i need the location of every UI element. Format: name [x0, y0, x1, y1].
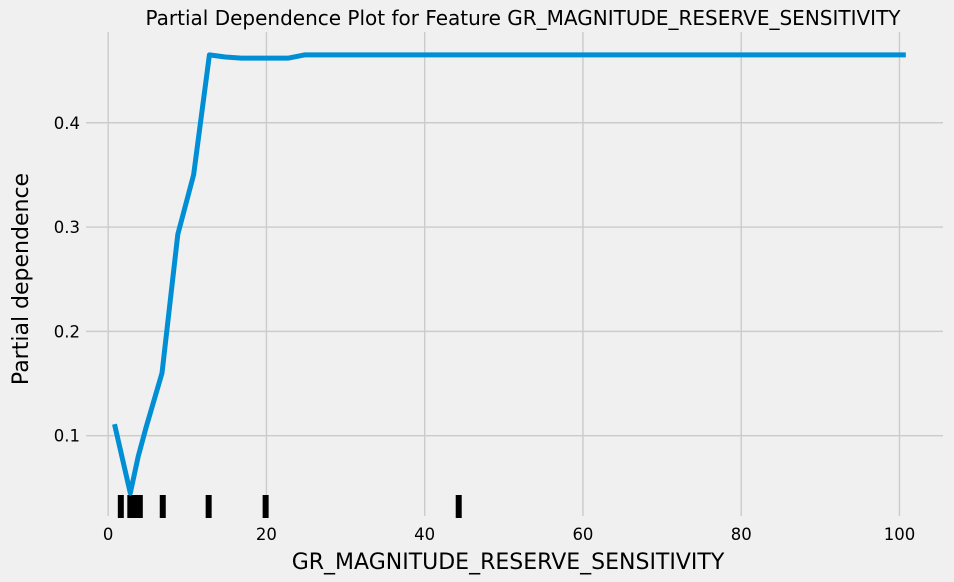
y-tick-label: 0.4 — [54, 114, 80, 133]
x-tick-label: 40 — [414, 525, 435, 544]
rug-mark — [136, 495, 143, 518]
rug-mark — [262, 495, 269, 518]
x-tick-label: 20 — [256, 525, 277, 544]
x-tick-labels: 0 20 40 60 80 100 — [103, 525, 915, 544]
rug-mark — [159, 495, 166, 518]
rug-mark — [455, 495, 462, 518]
x-tick-label: 60 — [572, 525, 593, 544]
grid — [86, 32, 943, 516]
y-tick-label: 0.3 — [54, 218, 80, 237]
y-tick-label: 0.1 — [54, 427, 80, 446]
rug-mark — [205, 495, 212, 518]
rug-marks — [117, 495, 462, 518]
x-axis-label: GR_MAGNITUDE_RESERVE_SENSITIVITY — [292, 550, 725, 575]
y-tick-label: 0.2 — [54, 322, 80, 341]
y-tick-labels: 0.1 0.2 0.3 0.4 — [54, 114, 80, 446]
x-tick-label: 0 — [103, 525, 114, 544]
chart-title: Partial Dependence Plot for Feature GR_M… — [146, 6, 902, 30]
rug-mark — [127, 495, 134, 518]
y-axis-label: Partial dependence — [9, 173, 34, 385]
rug-mark — [132, 495, 139, 518]
x-tick-label: 100 — [884, 525, 916, 544]
rug-mark — [117, 495, 124, 518]
x-tick-label: 80 — [731, 525, 752, 544]
series-line — [112, 52, 906, 496]
